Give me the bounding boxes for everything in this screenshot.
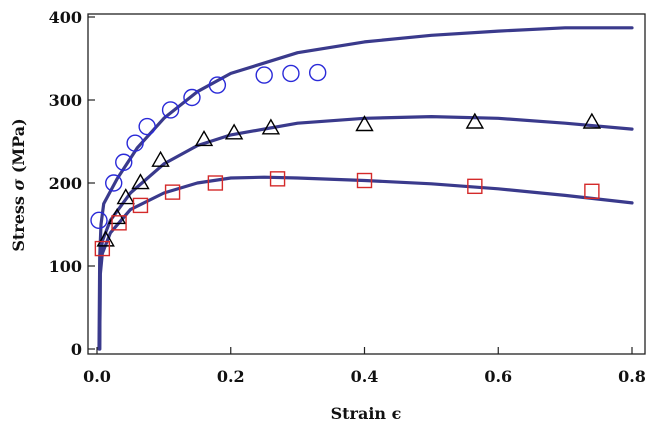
y-tick-label: 100	[49, 257, 82, 276]
triangle-point-7	[224, 123, 244, 140]
plot-frame	[87, 13, 646, 355]
y-tick-label: 0	[71, 340, 82, 359]
x-tick-label: 0.2	[217, 367, 245, 386]
x-tick-label: 0.4	[351, 367, 379, 386]
triangle-point-5	[151, 150, 170, 167]
data-markers	[90, 63, 602, 257]
y-tick-label: 400	[49, 8, 82, 27]
triangle-point-10	[465, 112, 485, 129]
x-axis-title: Strain ϵ	[331, 404, 402, 423]
triangle-point-3	[116, 188, 135, 205]
y-axis-title: Stress σ (MPa)	[9, 118, 28, 251]
square-point-1	[94, 240, 111, 257]
square-point-3	[132, 197, 149, 214]
x-tick-label: 0.0	[83, 367, 111, 386]
y-tick-label: 300	[49, 91, 82, 110]
square-point-9	[584, 183, 600, 200]
x-tick-label: 0.8	[618, 367, 646, 386]
circle-point-11	[308, 63, 327, 82]
square-point-8	[467, 178, 483, 195]
circle-point-3	[115, 153, 133, 171]
circle-point-10	[282, 64, 300, 83]
triangle-point-6	[194, 130, 214, 147]
x-tick-label: 0.6	[484, 367, 512, 386]
circle-point-2	[105, 174, 123, 192]
circle-point-4	[126, 134, 144, 152]
square-point-6	[269, 171, 286, 187]
triangle-point-4	[131, 173, 150, 190]
triangle-point-8	[261, 118, 281, 135]
square-point-7	[356, 172, 373, 189]
square-point-4	[164, 184, 181, 200]
tick-labels: 0.0 0.2 0.4 0.6 0.8 0 100 200 300 400	[49, 8, 646, 386]
y-tick-label: 200	[49, 174, 82, 193]
circle-point-5	[138, 117, 156, 136]
axis-ticks	[88, 16, 633, 354]
triangle-point-1	[96, 230, 115, 247]
fit-curve-3	[98, 175, 634, 351]
circle-point-8	[208, 76, 227, 94]
triangle-point-11	[582, 112, 602, 129]
circle-point-7	[183, 88, 201, 107]
square-point-5	[207, 175, 224, 191]
circle-point-6	[161, 101, 180, 119]
fit-curve-2	[98, 115, 634, 351]
circle-point-1	[90, 211, 108, 230]
triangle-point-9	[355, 115, 374, 132]
square-point-2	[111, 215, 127, 231]
circle-point-9	[255, 66, 273, 84]
